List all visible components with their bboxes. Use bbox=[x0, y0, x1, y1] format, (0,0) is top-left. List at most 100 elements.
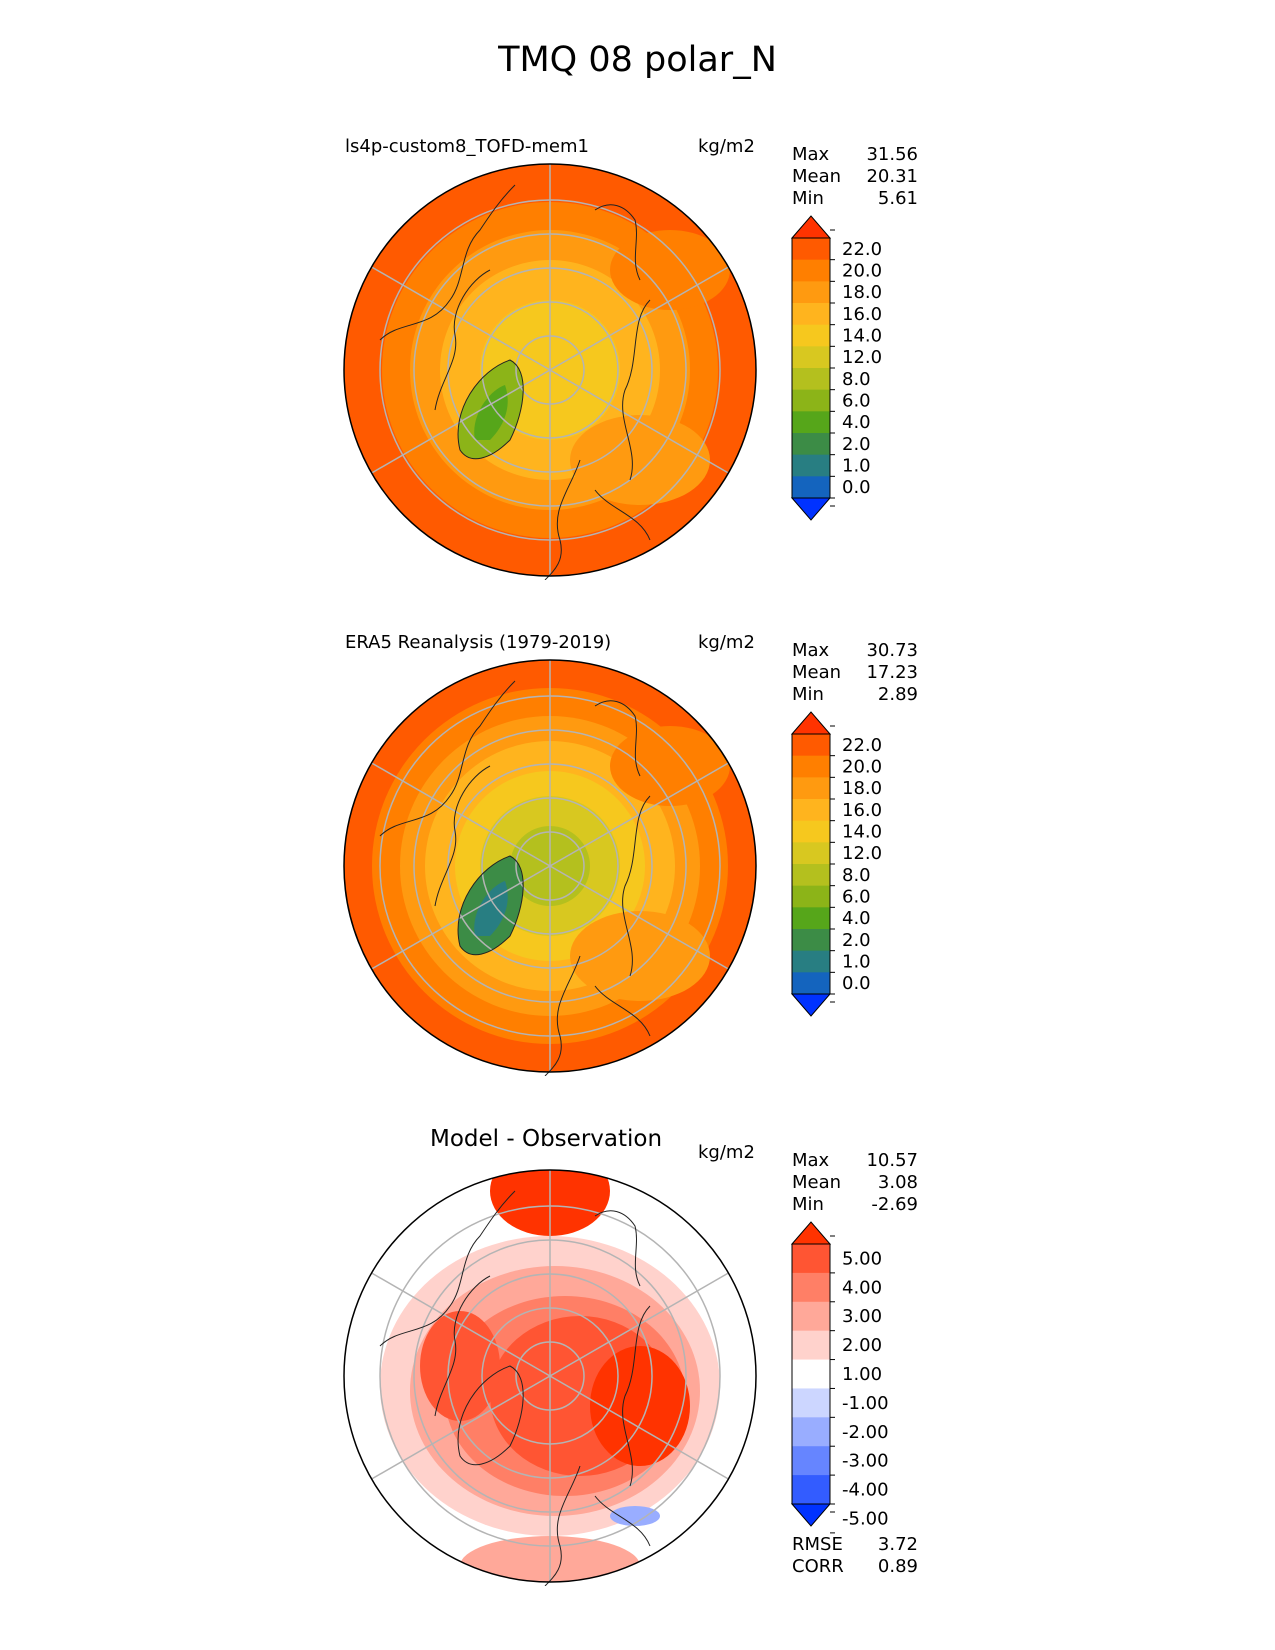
colorbar-segment bbox=[792, 259, 830, 282]
coastline bbox=[457, 359, 524, 460]
coastline bbox=[622, 1305, 651, 1487]
colorbar-tick-label: 0.0 bbox=[842, 477, 871, 498]
colorbar-tick-label: 12.0 bbox=[842, 347, 882, 368]
min-value: 2.89 bbox=[877, 684, 918, 705]
coastline bbox=[594, 204, 641, 281]
min-value: 5.61 bbox=[877, 188, 918, 209]
colorbar-segment bbox=[792, 1330, 830, 1361]
corr-value: 0.89 bbox=[877, 1556, 918, 1577]
map-boundary bbox=[343, 659, 757, 1073]
coastline bbox=[379, 1190, 516, 1347]
colorbar-tick-label: 1.00 bbox=[842, 1364, 882, 1385]
colorbar-segment bbox=[792, 433, 830, 456]
units-label: kg/m2 bbox=[698, 1142, 755, 1163]
colorbar-segment bbox=[792, 238, 830, 261]
colorbar-tick-label: 18.0 bbox=[842, 282, 882, 303]
colorbar-segment bbox=[792, 929, 830, 952]
meridian-line bbox=[371, 1272, 551, 1377]
colorbar-extend-bottom bbox=[790, 993, 832, 1017]
coastline bbox=[622, 795, 651, 977]
colorbar-tick-label: 0.0 bbox=[842, 973, 871, 994]
colorbar-segment bbox=[792, 1446, 830, 1476]
coastline bbox=[544, 1465, 581, 1586]
meridian-line bbox=[549, 1375, 729, 1480]
colorbar-extend-bottom bbox=[790, 497, 832, 521]
colorbar-segment bbox=[792, 281, 830, 304]
meridian-line bbox=[371, 762, 551, 867]
colorbar-frame bbox=[791, 1243, 831, 1505]
colorbar-segment bbox=[792, 907, 830, 930]
coastline bbox=[544, 459, 581, 580]
panel-model: ls4p-custom8_TOFD-mem1 kg/m2 Max 31.56 Me… bbox=[0, 136, 1275, 606]
mean-label: Mean bbox=[792, 166, 842, 187]
max-label: Max bbox=[792, 144, 830, 165]
colorbar-segment bbox=[792, 864, 830, 887]
map-boundary bbox=[343, 1169, 757, 1583]
rmse-label: RMSE bbox=[792, 1534, 843, 1555]
colorbar-tick-label: -2.00 bbox=[842, 1422, 889, 1443]
min-label: Min bbox=[792, 684, 824, 705]
coastline bbox=[457, 855, 524, 956]
meridian-line bbox=[371, 1375, 551, 1480]
colorbar-segment bbox=[792, 820, 830, 843]
colorbar-tick-label: 2.00 bbox=[842, 1335, 882, 1356]
colorbar-tick-label: 20.0 bbox=[842, 261, 882, 282]
colorbar-segment bbox=[792, 777, 830, 800]
colorbar-segment bbox=[792, 303, 830, 326]
panel-obs: ERA5 Reanalysis (1979-2019) kg/m2 Max 30.… bbox=[0, 632, 1275, 1102]
colorbar-segment bbox=[792, 1244, 830, 1274]
stats-box: Max 31.56 Mean 20.31 Min 5.61 bbox=[792, 144, 918, 210]
colorbar-tick-label: 22.0 bbox=[842, 239, 882, 260]
colorbar-segment bbox=[792, 842, 830, 865]
map-field bbox=[344, 660, 756, 1072]
colorbar-tick-label: 4.0 bbox=[842, 908, 871, 929]
colorbar-segment bbox=[792, 1301, 830, 1332]
coastline bbox=[594, 700, 641, 777]
coastline bbox=[594, 985, 651, 1037]
units-label: kg/m2 bbox=[698, 632, 755, 653]
polar-map bbox=[343, 659, 757, 1076]
colorbar-segment bbox=[792, 368, 830, 391]
colorbar-segment bbox=[792, 950, 830, 973]
contour-band bbox=[570, 911, 710, 1001]
meridian-line bbox=[549, 865, 729, 970]
coastline bbox=[622, 299, 651, 481]
max-value: 10.57 bbox=[866, 1150, 918, 1171]
polar-map bbox=[343, 1169, 757, 1586]
colorbar-extend-top bbox=[790, 215, 832, 239]
max-value: 31.56 bbox=[866, 144, 918, 165]
coastline bbox=[457, 1365, 524, 1466]
colorbar-extend-bottom bbox=[790, 1503, 832, 1527]
colorbar-segment bbox=[792, 454, 830, 477]
colorbar-tick-label: 16.0 bbox=[842, 800, 882, 821]
colorbar-segment bbox=[792, 885, 830, 908]
contour-band bbox=[420, 1311, 500, 1421]
mean-label: Mean bbox=[792, 1172, 842, 1193]
colorbar-tick-label: -5.00 bbox=[842, 1508, 889, 1529]
mean-value: 3.08 bbox=[877, 1172, 918, 1193]
contour-band bbox=[570, 415, 710, 505]
colorbar-segment bbox=[792, 799, 830, 822]
map-boundary bbox=[343, 163, 757, 577]
stats-box: Max 30.73 Mean 17.23 Min 2.89 bbox=[792, 640, 918, 706]
stats-box: Max 10.57 Mean 3.08 Min -2.69 bbox=[792, 1150, 918, 1216]
graticule bbox=[371, 164, 729, 576]
graticule bbox=[371, 1170, 729, 1582]
colorbar-tick-label: 1.0 bbox=[842, 456, 871, 477]
colorbar-tick-label: 22.0 bbox=[842, 735, 882, 756]
colorbar-segment bbox=[792, 1475, 830, 1505]
colorbar-tick-label: 3.00 bbox=[842, 1306, 882, 1327]
polar-map bbox=[343, 163, 757, 580]
colorbar-tick-label: 18.0 bbox=[842, 778, 882, 799]
colorbar-tick-label: 8.0 bbox=[842, 369, 871, 390]
colorbar-segment bbox=[792, 324, 830, 347]
colorbar-segment bbox=[792, 972, 830, 995]
colorbar-segment bbox=[792, 389, 830, 412]
colorbar-tick-label: -3.00 bbox=[842, 1451, 889, 1472]
colorbar-extend-top bbox=[790, 711, 832, 735]
colorbar-segment bbox=[792, 1417, 830, 1447]
corr-label: CORR bbox=[792, 1556, 844, 1577]
panel-diff: Model - Observation kg/m2 Max 10.57 Mean 3… bbox=[0, 1126, 1275, 1612]
colorbar-segment bbox=[792, 411, 830, 434]
colorbar-segment bbox=[792, 734, 830, 757]
